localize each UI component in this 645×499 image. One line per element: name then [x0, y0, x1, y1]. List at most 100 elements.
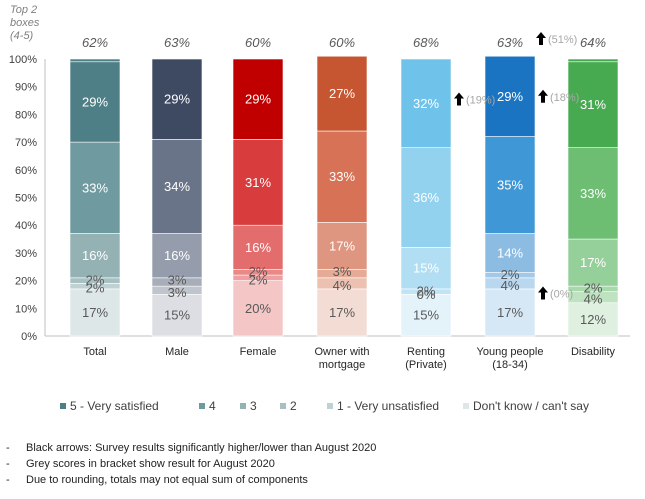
bar-segment	[69, 61, 121, 143]
data-label: 29%	[82, 94, 108, 109]
legend-swatch	[199, 403, 205, 409]
up-arrow-icon	[538, 89, 548, 103]
bar-segment	[567, 58, 619, 63]
data-label: 3%	[168, 285, 187, 300]
y-tick-label: 20%	[15, 276, 37, 288]
data-label: 31%	[580, 97, 606, 112]
data-label: 2%	[584, 281, 603, 296]
legend-label: 4	[209, 399, 216, 413]
bar-segment	[69, 58, 121, 63]
up-arrow-icon	[538, 286, 548, 300]
legend-swatch	[327, 403, 333, 409]
data-label: 31%	[245, 175, 271, 190]
bar-segment	[400, 58, 452, 148]
data-label: 2%	[86, 281, 105, 296]
data-label: 17%	[580, 255, 606, 270]
y-tick-label: 50%	[15, 193, 37, 205]
data-label: 20%	[245, 301, 271, 316]
bar-segment	[484, 136, 536, 234]
legend-swatch	[280, 403, 286, 409]
footnotes: - Black arrows: Survey results significa…	[6, 440, 636, 488]
data-label: 12%	[580, 312, 606, 327]
data-label: 16%	[245, 240, 271, 255]
y-tick-label: 80%	[15, 109, 37, 121]
top2-label: 63%	[497, 35, 523, 50]
bar-segment	[484, 55, 536, 137]
data-label: 33%	[329, 169, 355, 184]
bar-segment	[69, 141, 121, 234]
bar-segment	[316, 222, 368, 270]
y-tick-label: 70%	[15, 137, 37, 149]
data-label: 2%	[417, 283, 436, 298]
category-label: Young people	[477, 346, 544, 358]
footnote: - Grey scores in bracket show result for…	[6, 456, 636, 472]
category-label: Owner with	[314, 346, 369, 358]
bar-segment	[316, 288, 368, 337]
bar-segment	[400, 247, 452, 290]
bar-segment	[316, 55, 368, 132]
bar-segment	[232, 139, 284, 226]
y-tick-label: 40%	[15, 220, 37, 232]
data-label: 36%	[413, 190, 439, 205]
data-label: 29%	[164, 92, 190, 107]
legend-swatch	[463, 403, 469, 409]
legend-swatch	[60, 403, 66, 409]
y-axis-title: boxes	[10, 17, 40, 29]
data-label: 4%	[584, 292, 603, 307]
data-label: 15%	[413, 261, 439, 276]
previous-value-label: (51%)	[548, 34, 577, 46]
legend-label: 5 - Very satisfied	[70, 399, 159, 413]
data-label: 2%	[86, 272, 105, 287]
bar-segment	[151, 58, 203, 140]
bar-segment	[232, 224, 284, 270]
data-label: 27%	[329, 86, 355, 101]
data-label: 4%	[501, 278, 520, 293]
top2-label: 68%	[413, 35, 439, 50]
category-label: Disability	[571, 346, 616, 358]
category-label: (18-34)	[492, 359, 527, 371]
category-label: Female	[240, 346, 277, 358]
note-bullet: -	[6, 458, 10, 470]
data-label: 2%	[249, 272, 268, 287]
data-label: 2%	[249, 264, 268, 279]
data-label: 2%	[501, 267, 520, 282]
bar-segment	[151, 233, 203, 279]
bar-segment	[484, 288, 536, 337]
y-axis-title: Top 2	[10, 4, 37, 16]
data-label: 16%	[164, 248, 190, 263]
bar-segment	[400, 147, 452, 248]
top2-label: 64%	[580, 35, 606, 50]
bar-segment	[316, 130, 368, 223]
data-label: 29%	[245, 92, 271, 107]
footnote-text: Black arrows: Survey results significant…	[26, 442, 377, 454]
note-bullet: -	[6, 474, 10, 486]
bar-segment	[567, 61, 619, 148]
data-label: 0%	[417, 287, 436, 302]
data-label: 3%	[168, 272, 187, 287]
data-label: 17%	[497, 305, 523, 320]
top2-label: 60%	[329, 35, 355, 50]
y-tick-label: 10%	[15, 303, 37, 315]
data-label: 34%	[164, 179, 190, 194]
data-label: 32%	[413, 96, 439, 111]
note-bullet: -	[6, 442, 10, 454]
legend-label: Don't know / can't say	[473, 399, 589, 413]
data-label: 15%	[413, 308, 439, 323]
footnote-text: Due to rounding, totals may not equal su…	[26, 474, 308, 486]
bar-segment	[484, 233, 536, 273]
up-arrow-icon	[536, 32, 546, 45]
category-label: Male	[165, 346, 189, 358]
previous-value-label: (19%)	[466, 95, 495, 107]
data-label: 16%	[82, 248, 108, 263]
top2-label: 63%	[164, 35, 190, 50]
data-label: 17%	[329, 238, 355, 253]
y-axis-title: (4-5)	[10, 30, 34, 42]
legend-label: 3	[250, 399, 257, 413]
data-label: 33%	[82, 180, 108, 195]
y-tick-label: 90%	[15, 82, 37, 94]
y-tick-label: 0%	[21, 331, 37, 343]
footnote-text: Grey scores in bracket show result for A…	[26, 458, 275, 470]
category-label: Renting	[407, 346, 445, 358]
data-label: 35%	[497, 178, 523, 193]
